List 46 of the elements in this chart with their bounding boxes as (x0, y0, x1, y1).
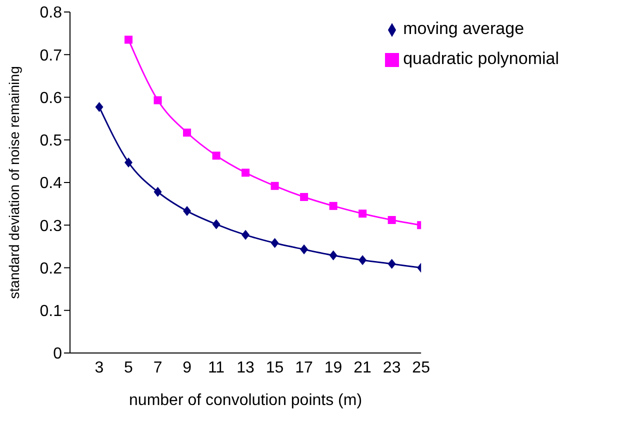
x-tick-label: 9 (182, 359, 192, 376)
point (183, 206, 192, 216)
y-tick-label: 0.4 (40, 175, 62, 192)
y-tick-label: 0.3 (40, 218, 62, 235)
x-tick-label: 21 (354, 359, 372, 376)
x-tick-label: 25 (412, 359, 430, 376)
point (242, 230, 250, 240)
point (388, 216, 396, 224)
x-tick-label: 17 (295, 359, 314, 376)
point (212, 219, 220, 230)
point (358, 255, 367, 266)
point (242, 168, 250, 177)
point (270, 238, 279, 248)
point (329, 250, 338, 260)
point (300, 192, 308, 201)
point (154, 96, 162, 104)
y-tick-label: 0.7 (40, 47, 62, 64)
x-tick-label: 3 (94, 359, 104, 376)
legend-label: moving average (403, 19, 524, 38)
y-tick-label: 0 (53, 346, 62, 363)
point (124, 157, 133, 168)
y-tick-label: 0.2 (40, 260, 62, 278)
point (270, 182, 279, 190)
point (300, 244, 308, 254)
point (212, 152, 220, 160)
x-tick-label: 5 (124, 359, 134, 376)
y-axis-title: standard deviation of noise remaining (6, 66, 22, 299)
x-tick-label: 11 (208, 359, 225, 376)
point (183, 128, 192, 137)
x-tick-label: 15 (266, 359, 284, 376)
x-axis-title: number of convolution points (m) (129, 392, 362, 409)
x-tick-label: 7 (153, 359, 162, 376)
y-tick-label: 0.6 (40, 90, 62, 107)
point (388, 258, 396, 269)
legend-label: quadratic polynomial (403, 49, 559, 68)
y-tick-label: 0.8 (40, 4, 62, 22)
x-tick-label: 13 (236, 359, 255, 376)
point (358, 210, 367, 218)
point (329, 202, 338, 210)
point (95, 102, 104, 112)
y-tick-label: 0.1 (40, 303, 62, 320)
x-tick-label: 19 (324, 359, 342, 376)
point (124, 36, 133, 44)
x-tick-label: 23 (382, 359, 401, 376)
y-tick-label: 0.5 (40, 132, 62, 150)
point (154, 186, 162, 197)
